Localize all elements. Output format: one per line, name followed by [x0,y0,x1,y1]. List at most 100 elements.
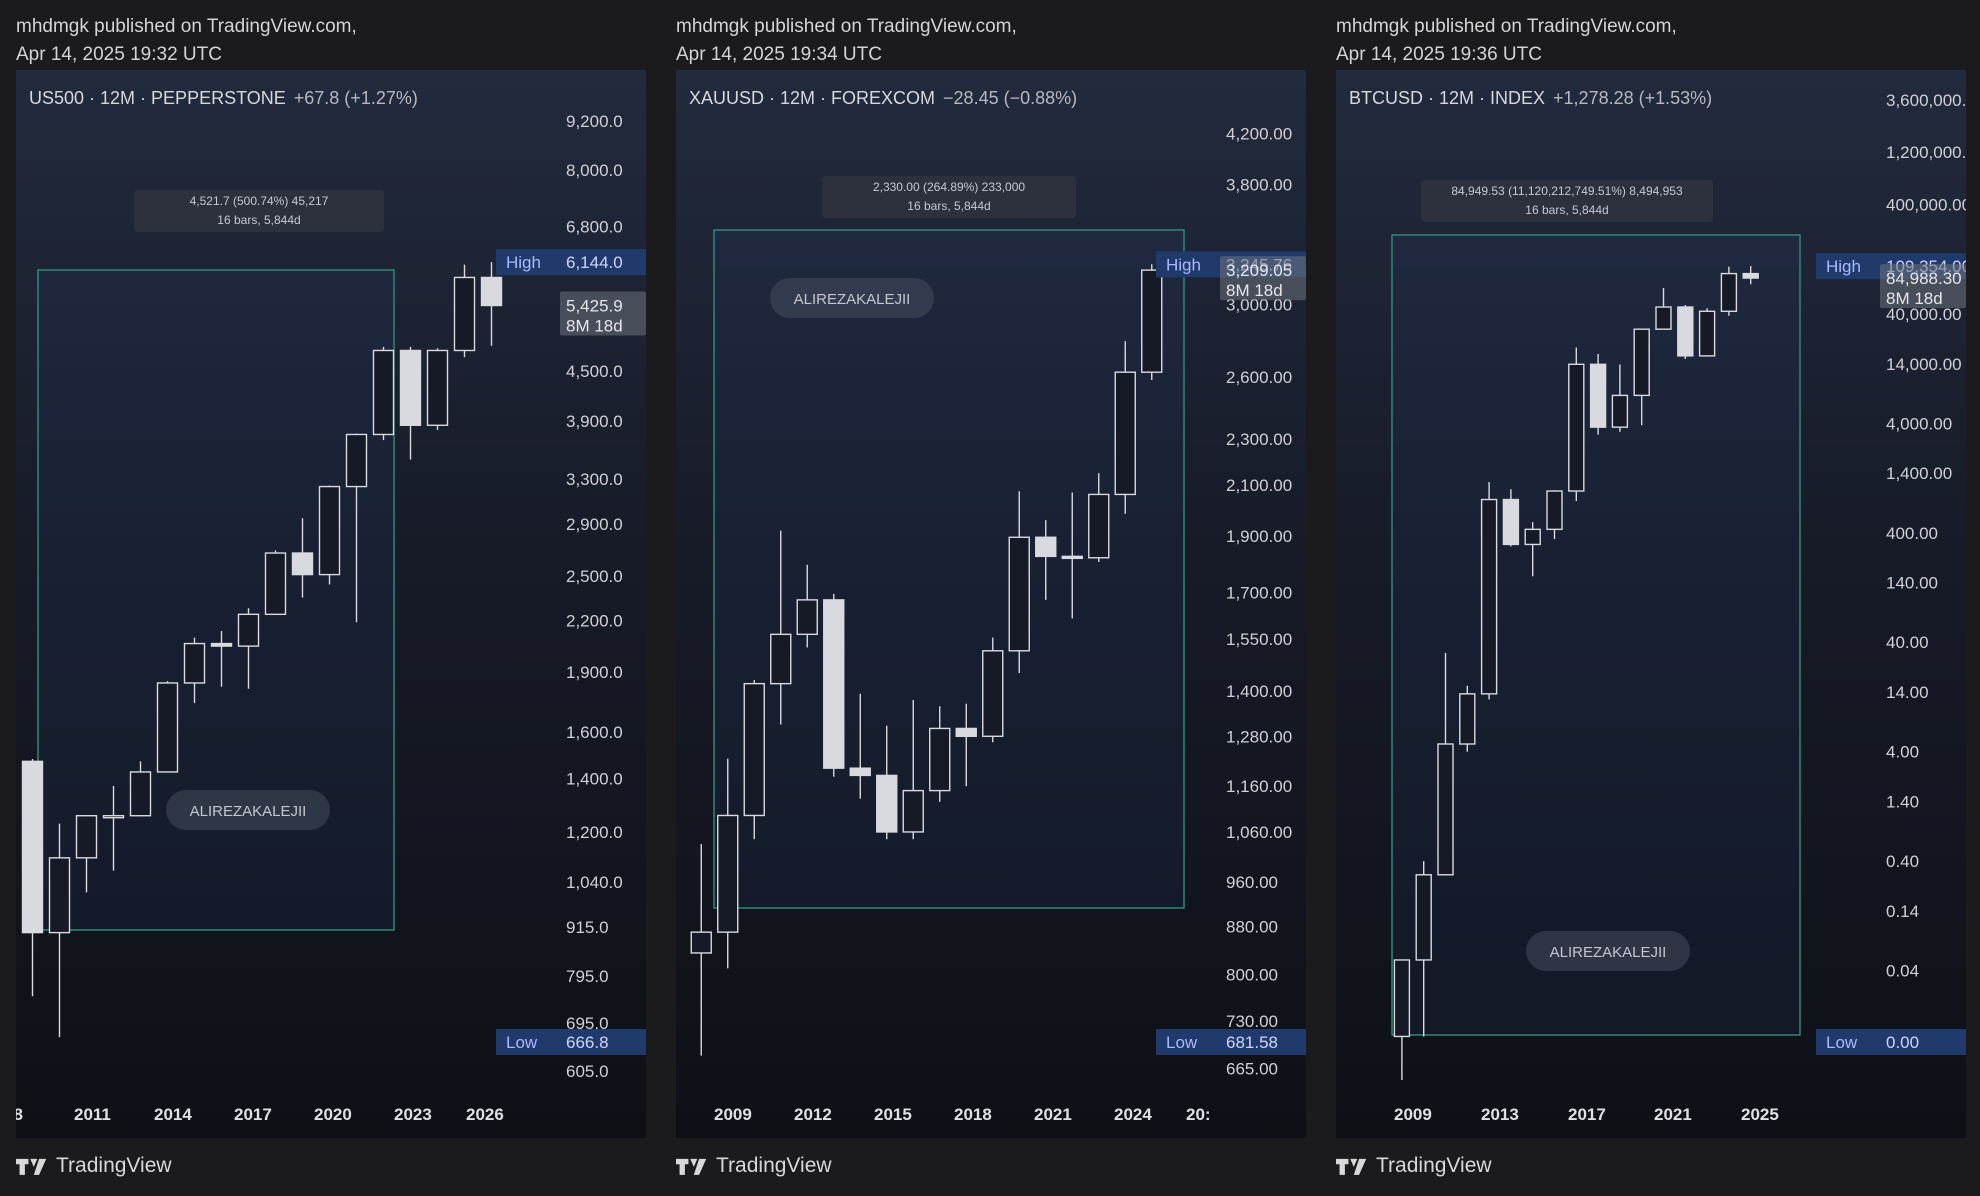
y-tick-label: 695.0 [566,1014,609,1033]
x-tick-label: 2021 [1034,1105,1072,1124]
y-tick-label: 3,800.00 [1226,175,1292,194]
symbol-header: XAUUSD · 12M · FOREXCOM −28.45 (−0.88%) [689,88,1077,109]
y-tick-label: 3,600,000.00 [1886,91,1966,110]
y-tick-label: 730.00 [1226,1012,1278,1031]
x-tick-label: 2026 [466,1105,504,1124]
current-price-bg [1220,256,1306,301]
bar-countdown: 8M 18d [1886,289,1943,308]
y-tick-label: 665.00 [1226,1059,1278,1078]
candle-body [318,485,341,576]
y-tick-label: 0.40 [1886,852,1919,871]
y-tick-label: 9,200.0 [566,112,623,131]
symbol-header: US500 · 12M · PEPPERSTONE +67.8 (+1.27%) [29,88,418,109]
candle-body [426,349,449,426]
x-tick-label: 2017 [234,1105,272,1124]
candle-body [48,857,71,934]
publish-date: Apr 14, 2025 19:36 UTC [1336,44,1542,65]
tradingview-logo-icon [676,1158,707,1175]
y-tick-label: 800.00 [1226,966,1278,985]
x-tick-label: 2024 [1114,1105,1152,1124]
footer: TradingView [1336,1150,1492,1182]
chart-area[interactable]: 84,949.53 (11,120,212,749.51%) 8,494,953… [1336,70,1966,1138]
y-tick-label: 14,000.00 [1886,355,1962,374]
y-tick-label: 8,000.0 [566,161,623,180]
y-tick-label: 40,000.00 [1886,305,1962,324]
candlestick-chart-svg[interactable]: 4,521.7 (500.74%) 45,217 16 bars, 5,844d A… [16,70,646,1138]
candlestick-chart-svg[interactable]: 2,330.00 (264.89%) 233,000 16 bars, 5,844… [676,70,1306,1138]
low-label-word: Low [1826,1033,1858,1052]
y-tick-label: 40.00 [1886,633,1929,652]
publish-date: Apr 14, 2025 19:34 UTC [676,44,882,65]
low-label-bg [1156,1029,1306,1055]
measure-label-values: 84,949.53 (11,120,212,749.51%) 8,494,953 [1451,184,1683,198]
y-tick-label: 4,500.0 [566,362,623,381]
chart-panel-xauusd: mhdmgk published on TradingView.com, Apr… [676,0,1336,1196]
y-tick-label: 1,200,000.00 [1886,143,1966,162]
y-tick-label: 14.00 [1886,683,1929,702]
candle-body [1114,371,1136,496]
y-tick-label: 4.00 [1886,743,1919,762]
candle-body [210,642,233,647]
candle-body [1088,493,1110,559]
y-tick-label: 1,600.0 [566,723,623,742]
candle-body [1655,306,1672,330]
y-tick-label: 1,400.0 [566,769,623,788]
symbol-header: BTCUSD · 12M · INDEX +1,278.28 (+1.53%) [1349,88,1712,109]
candle-body [1415,874,1432,961]
candle-body [955,727,977,737]
tradingview-logo-icon [16,1158,47,1175]
symbol-line: US500 · 12M · PEPPERSTONE [29,88,286,108]
low-label-value: 666.8 [566,1033,609,1052]
candle-body [1502,498,1520,546]
measure-label-bg [134,190,384,232]
x-tick-label: 2011 [74,1105,111,1124]
x-tick-label: 2012 [794,1105,832,1124]
price-change: +1,278.28 (+1.53%) [1553,88,1713,108]
candle-body [21,760,44,934]
watermark-pill [770,278,934,318]
chart-area[interactable]: 2,330.00 (264.89%) 233,000 16 bars, 5,844… [676,70,1306,1138]
x-tick-label: 2020 [314,1105,352,1124]
watermark-text: ALIREZAKALEJII [1550,944,1667,961]
x-tick-label: 2021 [1654,1105,1692,1124]
bar-countdown: 8M 18d [566,317,623,336]
measure-label-bg [1421,180,1713,222]
candlestick-chart-svg[interactable]: 84,949.53 (11,120,212,749.51%) 8,494,953… [1336,70,1966,1138]
bar-countdown: 8M 18d [1226,281,1283,300]
watermark-text: ALIREZAKALEJII [794,291,911,308]
footer: TradingView [16,1150,172,1182]
y-tick-label: 1,060.00 [1226,823,1292,842]
candle-body [1459,693,1476,745]
low-label-word: Low [506,1033,538,1052]
publish-date: Apr 14, 2025 19:32 UTC [16,44,222,65]
chart-panel-us500: mhdmgk published on TradingView.com, Apr… [16,0,676,1196]
candle-body [75,815,98,859]
price-change: +67.8 (+1.27%) [293,88,418,108]
brand-name: TradingView [716,1154,832,1177]
y-tick-label: 1,280.00 [1226,727,1292,746]
y-tick-label: 1,400.00 [1886,464,1952,483]
candle-body [480,276,503,307]
y-tick-label: 4,000.00 [1886,414,1952,433]
low-label-bg [496,1029,646,1055]
candle-body [1437,743,1454,876]
candle-body [823,599,845,769]
publisher-line: mhdmgk published on TradingView.com, [16,16,357,37]
y-tick-label: 795.0 [566,967,609,986]
y-tick-label: 4,200.00 [1226,125,1292,144]
y-tick-label: 0.04 [1886,962,1919,981]
candle-body [453,276,476,352]
measure-label-bars: 16 bars, 5,844d [217,213,300,227]
brand-name: TradingView [56,1154,172,1177]
candle-body [156,682,179,773]
candle-body [1720,272,1738,312]
candle-body [1008,536,1030,652]
candle-body [237,613,260,647]
y-tick-label: 1,400.00 [1226,682,1292,701]
x-tick-label: 08 [16,1105,23,1124]
y-tick-label: 1,900.00 [1226,527,1292,546]
publisher-line: mhdmgk published on TradingView.com, [1336,16,1677,37]
candle-body [345,433,368,488]
chart-area[interactable]: 4,521.7 (500.74%) 45,217 16 bars, 5,844d A… [16,70,646,1138]
candle-body [1589,363,1607,428]
